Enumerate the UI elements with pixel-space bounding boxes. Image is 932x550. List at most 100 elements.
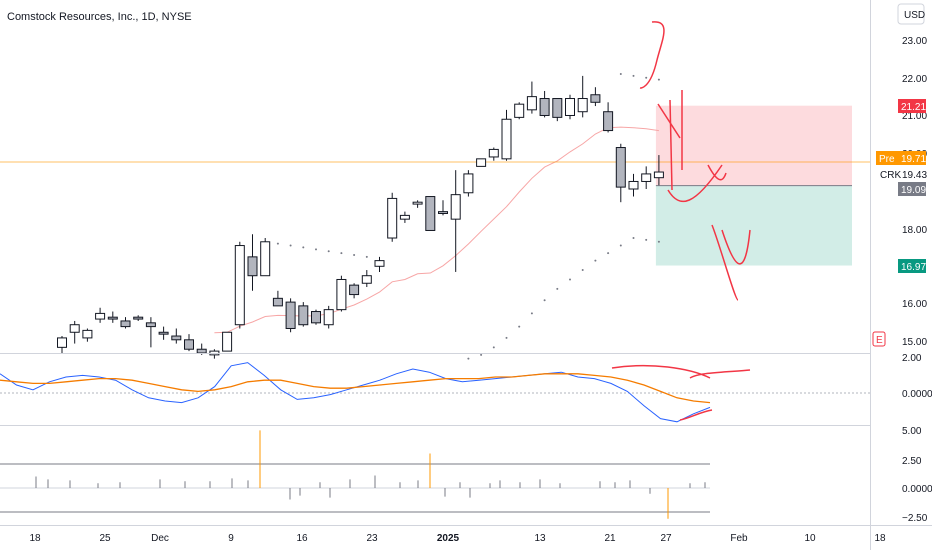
price-tag-bg xyxy=(898,259,926,273)
candle xyxy=(222,331,233,352)
price-tag-value: 19.71 xyxy=(901,154,926,165)
hand-drawn-annotations[interactable] xyxy=(639,21,751,301)
bear-candle-body xyxy=(603,111,614,132)
price-tag-value: 21.21 xyxy=(901,102,926,113)
candle xyxy=(285,298,296,333)
candle xyxy=(653,155,664,186)
sar-dot xyxy=(492,346,495,349)
time-axis-label: 23 xyxy=(366,533,378,544)
sar-dot xyxy=(657,240,660,243)
bull-candle-body xyxy=(653,171,664,179)
candle xyxy=(184,334,194,352)
candle xyxy=(107,311,118,323)
candle xyxy=(565,94,575,120)
bull-candle-body xyxy=(57,337,67,348)
bull-candle-body xyxy=(641,173,652,182)
price-tick-label: 15.00 xyxy=(902,337,927,348)
candle xyxy=(57,336,67,353)
bull-candle-body xyxy=(565,98,575,116)
candle xyxy=(323,305,334,329)
bull-candle-body xyxy=(82,329,93,339)
bull-candle-body xyxy=(412,201,423,205)
bull-candle-body xyxy=(209,350,220,356)
candle xyxy=(234,241,245,329)
bear-candle-body xyxy=(272,297,283,307)
candle xyxy=(526,81,537,114)
candle xyxy=(539,90,550,118)
volume-axis: 5.00 2.50 0.0000 −2.50 xyxy=(902,426,932,524)
candlestick-series xyxy=(57,75,664,359)
bear-candle-body xyxy=(133,316,144,320)
bear-candle-body xyxy=(107,316,118,320)
candle xyxy=(514,102,525,120)
sar-dot xyxy=(530,312,533,315)
bull-candle-body xyxy=(399,214,410,220)
earnings-marker[interactable] xyxy=(872,331,886,347)
drawn-stroke xyxy=(711,224,739,301)
bear-candle-body xyxy=(311,311,321,324)
bull-candle-body xyxy=(463,173,474,194)
bull-candle-body xyxy=(514,103,525,118)
time-axis-label: 21 xyxy=(604,533,616,544)
bear-candle-body xyxy=(425,196,436,231)
bear-candle-body xyxy=(120,320,131,328)
sar-dot xyxy=(480,353,483,356)
candle xyxy=(374,256,385,272)
volume-oscillator-pane xyxy=(0,430,710,519)
candle xyxy=(133,315,144,321)
price-tag-prefix: Pre xyxy=(879,154,895,165)
sar-dot xyxy=(302,246,305,249)
volume-tick-label: 0.0000 xyxy=(902,484,932,495)
sar-dot xyxy=(645,238,648,241)
price-tick-label: 21.00 xyxy=(902,111,927,122)
time-axis-label: Dec xyxy=(151,533,169,544)
candle xyxy=(450,170,461,272)
candle xyxy=(247,234,258,291)
price-tick-label: 18.00 xyxy=(902,225,927,236)
candle xyxy=(488,147,499,161)
drawn-stroke xyxy=(669,99,673,191)
bear-candle-body xyxy=(184,339,194,350)
time-axis-label: 16 xyxy=(296,533,308,544)
price-tag-prefix-bg xyxy=(876,151,898,165)
time-axis[interactable]: 18 25 Dec 9 16 23 2025 13 21 27 Feb 10 18 xyxy=(29,533,886,544)
time-axis-label: 2025 xyxy=(437,533,460,544)
sar-dot xyxy=(632,74,635,77)
candle xyxy=(577,75,588,118)
sar-dot xyxy=(632,237,635,240)
macd-axis: 2.00 0.0000 xyxy=(902,353,932,400)
price-tag-bg xyxy=(898,151,926,165)
drawn-stroke xyxy=(721,229,751,265)
time-axis-label: 13 xyxy=(534,533,546,544)
bull-candle-body xyxy=(476,158,487,167)
bull-candle-body xyxy=(488,148,499,158)
sar-dot xyxy=(353,253,356,256)
candle xyxy=(298,302,309,327)
candle xyxy=(272,290,283,307)
sar-dot xyxy=(607,252,610,255)
currency-button[interactable] xyxy=(897,3,925,25)
bear-candle-body xyxy=(158,331,169,335)
bull-candle-body xyxy=(450,194,461,220)
sar-dot xyxy=(467,357,470,360)
candle xyxy=(82,328,93,342)
sar-dot xyxy=(327,250,330,253)
bear-candle-body xyxy=(539,98,550,116)
bull-candle-body xyxy=(234,245,245,326)
risk-reward-zones[interactable] xyxy=(655,105,852,266)
sar-dot xyxy=(543,299,546,302)
time-axis-label: 18 xyxy=(29,533,41,544)
sar-dot xyxy=(619,73,622,76)
candle xyxy=(603,102,614,133)
bull-candle-body xyxy=(361,275,372,284)
bull-candle-body xyxy=(628,180,639,190)
price-tag-value: 19.09 xyxy=(901,185,926,196)
bull-candle-body xyxy=(222,331,233,352)
time-axis-label: 10 xyxy=(804,533,816,544)
bear-candle-body xyxy=(285,301,296,329)
candle xyxy=(145,317,156,348)
sar-dot xyxy=(365,255,368,258)
bull-candle-body xyxy=(374,260,385,267)
